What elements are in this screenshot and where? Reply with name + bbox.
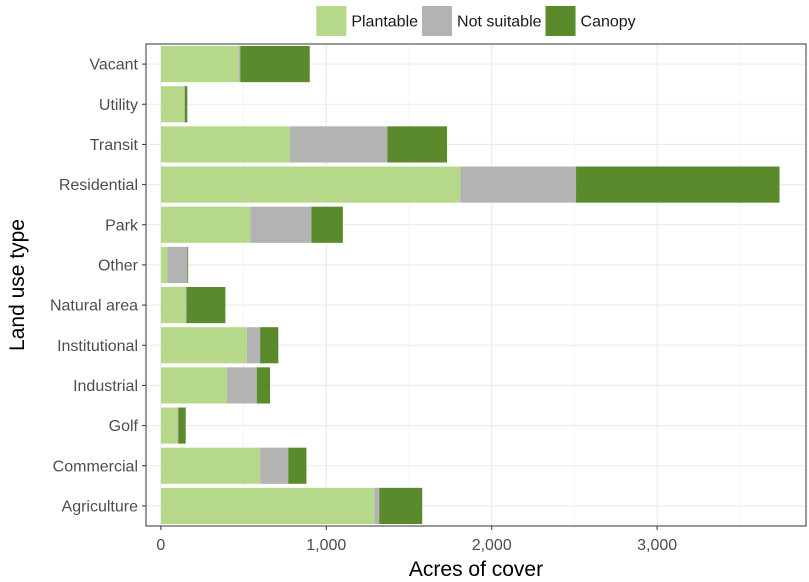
y-tick-label: Institutional xyxy=(57,338,138,355)
bar-plantable-industrial xyxy=(160,367,228,404)
bar-canopy-commercial xyxy=(288,447,307,484)
bar-not-suitable-transit xyxy=(289,126,388,163)
plot-panel xyxy=(146,44,806,526)
bar-plantable-golf xyxy=(160,407,178,444)
bar-plantable-institutional xyxy=(160,327,247,364)
y-tick-label: Park xyxy=(105,217,139,234)
x-tick-label: 0 xyxy=(156,537,165,554)
bar-canopy-agriculture xyxy=(379,487,423,524)
bar-plantable-utility xyxy=(160,86,185,123)
legend-key xyxy=(422,6,453,36)
legend-item-canopy: Canopy xyxy=(545,6,636,36)
legend-label: Plantable xyxy=(351,14,418,31)
x-axis: 0 1,000 2,000 3,000 xyxy=(156,526,677,554)
bar-canopy-utility xyxy=(184,86,188,123)
legend-item-not-suitable: Not suitable xyxy=(422,6,542,36)
y-tick-label: Industrial xyxy=(73,378,138,395)
bar-not-suitable-commercial xyxy=(260,447,289,484)
bar-canopy-park xyxy=(311,206,343,243)
legend-key xyxy=(316,6,347,36)
legend-key xyxy=(545,6,576,36)
bar-not-suitable-other xyxy=(167,246,188,283)
legend-label: Not suitable xyxy=(457,14,542,31)
bar-canopy-vacant xyxy=(240,46,310,83)
bar-canopy-golf xyxy=(178,407,186,444)
bar-not-suitable-residential xyxy=(460,166,577,203)
bar-not-suitable-agriculture xyxy=(374,487,380,524)
bar-canopy-institutional xyxy=(260,327,279,364)
plot-border xyxy=(145,43,807,527)
bar-canopy-other xyxy=(187,246,189,283)
y-tick-label: Residential xyxy=(59,177,138,194)
bar-not-suitable-industrial xyxy=(227,367,257,404)
bar-plantable-transit xyxy=(160,126,290,163)
bar-plantable-agriculture xyxy=(160,487,375,524)
bar-plantable-natural-area xyxy=(160,287,186,324)
x-axis-title: Acres of cover xyxy=(409,558,543,581)
bar-canopy-residential xyxy=(576,166,780,203)
x-tick-label: 3,000 xyxy=(637,537,677,554)
bar-plantable-vacant xyxy=(160,46,239,83)
legend: Plantable Not suitable Canopy xyxy=(316,6,636,36)
bar-canopy-transit xyxy=(387,126,448,163)
bar-not-suitable-natural-area xyxy=(185,287,187,324)
y-tick-label: Golf xyxy=(109,418,139,435)
bar-plantable-commercial xyxy=(160,447,261,484)
y-tick-label: Other xyxy=(98,257,139,274)
x-tick-label: 2,000 xyxy=(472,537,512,554)
bar-plantable-other xyxy=(160,246,168,283)
y-axis-title: Land use type xyxy=(6,219,29,351)
bar-plantable-park xyxy=(160,206,251,243)
y-tick-label: Commercial xyxy=(53,458,138,475)
bar-canopy-natural-area xyxy=(186,287,226,324)
bar-not-suitable-institutional xyxy=(246,327,261,364)
bar-not-suitable-golf xyxy=(177,407,179,444)
bar-not-suitable-utility xyxy=(184,86,185,123)
y-axis: Vacant Utility Transit Residential Park Other… xyxy=(50,57,146,515)
y-tick-label: Vacant xyxy=(89,57,138,74)
bar-not-suitable-park xyxy=(250,206,312,243)
y-tick-label: Transit xyxy=(90,137,139,154)
y-tick-label: Utility xyxy=(99,97,138,114)
bars xyxy=(160,46,780,524)
x-tick-label: 1,000 xyxy=(306,537,346,554)
y-tick-label: Agriculture xyxy=(62,498,139,515)
bar-not-suitable-vacant xyxy=(238,46,241,83)
bar-canopy-industrial xyxy=(256,367,271,404)
bar-plantable-residential xyxy=(160,166,461,203)
y-tick-label: Natural area xyxy=(50,298,138,315)
legend-item-plantable: Plantable xyxy=(316,6,418,36)
legend-label: Canopy xyxy=(581,14,636,31)
